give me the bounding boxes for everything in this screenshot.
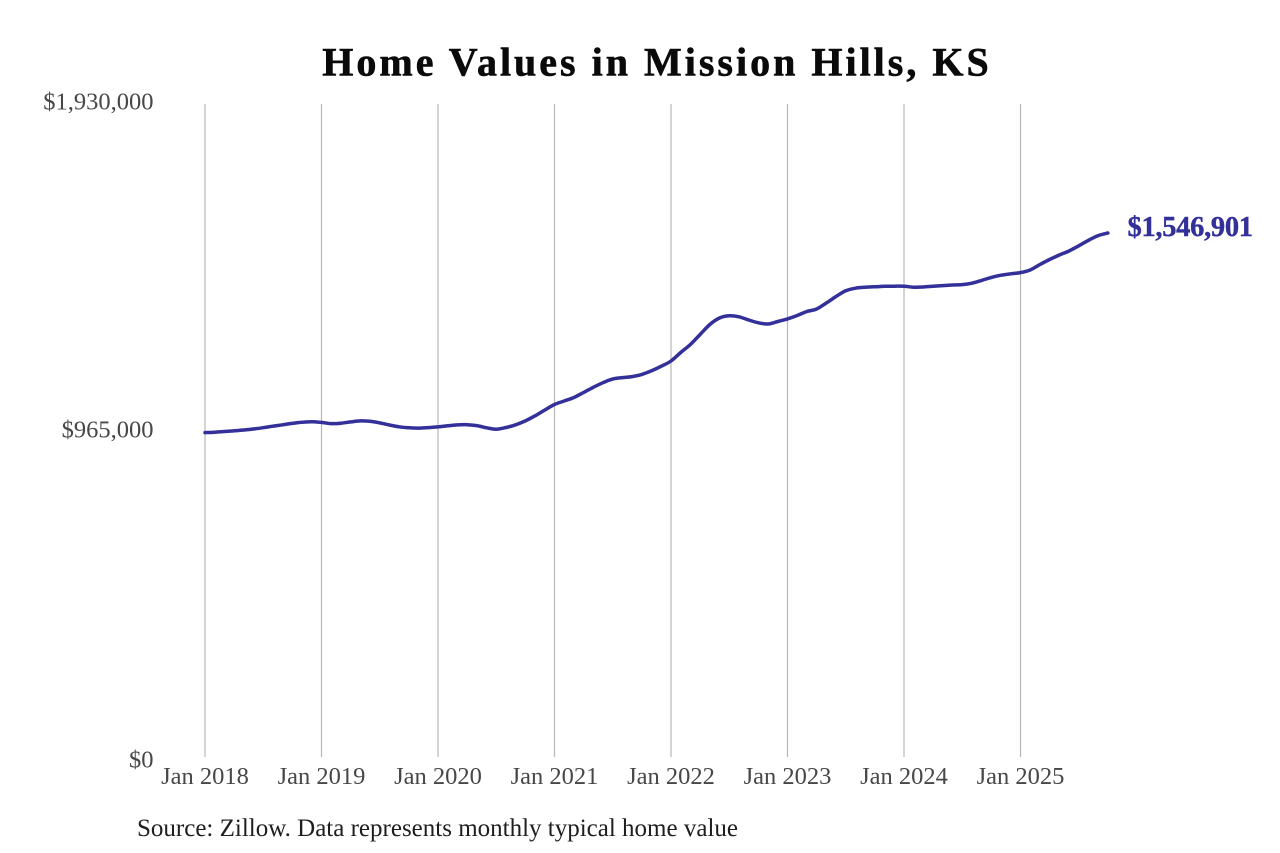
svg-text:Jan 2019: Jan 2019 <box>278 763 366 790</box>
svg-text:$1,546,901: $1,546,901 <box>1128 212 1253 243</box>
svg-text:Jan 2025: Jan 2025 <box>977 763 1065 790</box>
svg-text:$1,930,000: $1,930,000 <box>43 89 153 116</box>
svg-text:Jan 2021: Jan 2021 <box>511 763 599 790</box>
svg-text:Jan 2023: Jan 2023 <box>744 763 832 790</box>
svg-text:Source: Zillow. Data represent: Source: Zillow. Data represents monthly … <box>137 815 738 842</box>
svg-text:Jan 2022: Jan 2022 <box>627 763 715 790</box>
svg-text:$0: $0 <box>129 747 154 774</box>
svg-text:$965,000: $965,000 <box>62 417 154 444</box>
svg-text:Home Values in Mission Hills,: Home Values in Mission Hills, KS <box>322 40 991 85</box>
svg-text:Jan 2018: Jan 2018 <box>161 763 249 790</box>
svg-text:Jan 2024: Jan 2024 <box>860 763 948 790</box>
svg-text:Jan 2020: Jan 2020 <box>394 763 482 790</box>
